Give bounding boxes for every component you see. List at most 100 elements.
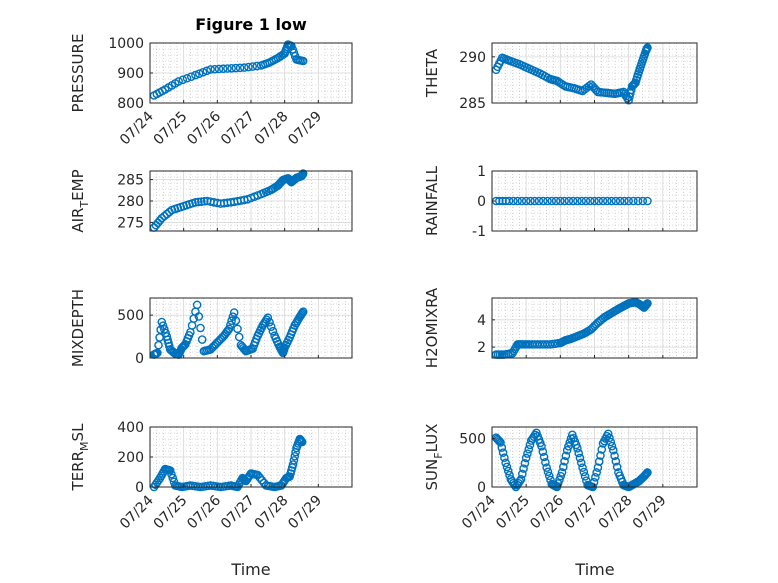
y-tick-label: 0: [477, 480, 486, 496]
data-point-interp: [520, 458, 530, 468]
data-point-interp: [603, 196, 612, 206]
data-point-interp: [222, 327, 231, 337]
data-point-interp: [580, 472, 590, 481]
data-point-interp: [555, 475, 564, 485]
data-point-interp: [551, 196, 561, 206]
data-point-interp: [168, 473, 178, 483]
data-point-interp: [611, 457, 621, 466]
data-point: [521, 196, 531, 206]
data-point-interp: [596, 451, 605, 460]
data-point-interp: [266, 322, 276, 332]
data-point-interp: [611, 196, 621, 206]
y-tick-label: 200: [117, 450, 144, 466]
x-axis-label-left: Time: [230, 560, 270, 579]
data-point: [239, 63, 249, 72]
data-point-interp: [236, 196, 246, 205]
data-point: [542, 463, 551, 472]
data-point-interp: [188, 198, 197, 208]
data-point-interp: [546, 475, 555, 485]
data-point-interp: [560, 457, 569, 466]
data-point-interp: [606, 437, 616, 447]
data-point-interp: [641, 470, 651, 479]
data-point-interp: [585, 196, 595, 206]
data-point-interp: [502, 462, 512, 472]
data-point-interp: [500, 453, 509, 463]
data-point-interp: [194, 197, 203, 207]
data-point-interp: [268, 326, 278, 336]
data-point-interp: [290, 451, 300, 461]
data-point-interp: [544, 471, 554, 481]
y-axis-label: THETA: [423, 48, 441, 98]
data-point-interp: [519, 464, 528, 473]
data-point-interp: [216, 334, 225, 344]
data-point-interp: [248, 62, 257, 71]
data-point-interp: [178, 75, 188, 85]
data-point-interp: [152, 348, 161, 358]
data-point-interp: [538, 340, 547, 349]
y-axis-label: AIRTEMP: [69, 169, 91, 232]
data-point-interp: [196, 323, 205, 333]
data-point-interp: [517, 340, 526, 349]
data-point-interp: [257, 323, 266, 333]
data-point-interp: [547, 196, 557, 206]
data-point-interp: [608, 89, 618, 98]
y-tick-label: 500: [117, 308, 144, 324]
data-point-interp: [198, 67, 208, 77]
data-point: [229, 308, 239, 317]
data-point-interp: [155, 216, 165, 225]
data-point-interp: [592, 468, 601, 477]
y-tick-label: 275: [117, 215, 144, 231]
x-tick-label: 07/29: [285, 109, 325, 149]
data-point-interp: [584, 81, 594, 91]
data-point: [608, 445, 618, 455]
data-point-interp: [635, 475, 645, 485]
data-point-interp: [255, 473, 265, 482]
x-tick-label: 07/26: [184, 492, 224, 532]
y-tick-label: 400: [117, 420, 144, 436]
data-point-interp: [564, 442, 573, 451]
data-point-interp: [186, 72, 196, 81]
data-point-interp: [170, 79, 180, 88]
data-point-interp: [153, 218, 163, 228]
data-point-interp: [638, 196, 648, 206]
data-point-interp: [633, 70, 643, 79]
data-point-interp: [629, 80, 639, 89]
x-tick-label: 07/25: [151, 109, 191, 149]
x-tick-label: 07/24: [459, 492, 499, 532]
x-tick-label: 07/27: [218, 109, 258, 149]
y-tick-label: 800: [117, 96, 144, 112]
data-point-interp: [597, 445, 607, 454]
data-point: [593, 463, 603, 472]
y-tick-label: 900: [117, 66, 144, 82]
subplot-4: -1 0 1 RAINFALL: [423, 164, 698, 240]
data-point: [573, 196, 582, 206]
y-tick-label: 280: [117, 194, 144, 210]
y-tick-label: 4: [477, 313, 486, 329]
data-point-interp: [176, 202, 186, 212]
data-point-interp: [298, 308, 307, 318]
subplot-6: 2 4 H2OMIXRA: [423, 287, 698, 368]
data-point-interp: [600, 88, 609, 97]
data-point-interp: [295, 172, 305, 181]
data-point-interp: [581, 196, 591, 206]
data-point-interp: [594, 457, 604, 466]
data-point-interp: [642, 469, 651, 478]
data-point-interp: [152, 478, 162, 487]
data-point-interp: [498, 196, 507, 206]
y-axis-label: TERRMSL: [69, 423, 91, 492]
data-point-interp: [162, 209, 172, 219]
y-tick-label: 2: [477, 340, 486, 356]
data-point-interp: [235, 63, 245, 73]
y-tick-label: 0: [477, 194, 486, 210]
data-point: [590, 196, 599, 206]
data-point-interp: [559, 462, 568, 472]
x-tick-label: 07/27: [561, 493, 601, 533]
x-tick-label: 07/26: [527, 492, 567, 532]
data-point: [578, 463, 587, 472]
data-point-interp: [594, 196, 604, 206]
data-point-interp: [515, 476, 525, 486]
data-point-interp: [209, 197, 219, 207]
subplot-grid: 800900100007/2407/2507/2607/2707/2807/29…: [69, 34, 698, 533]
